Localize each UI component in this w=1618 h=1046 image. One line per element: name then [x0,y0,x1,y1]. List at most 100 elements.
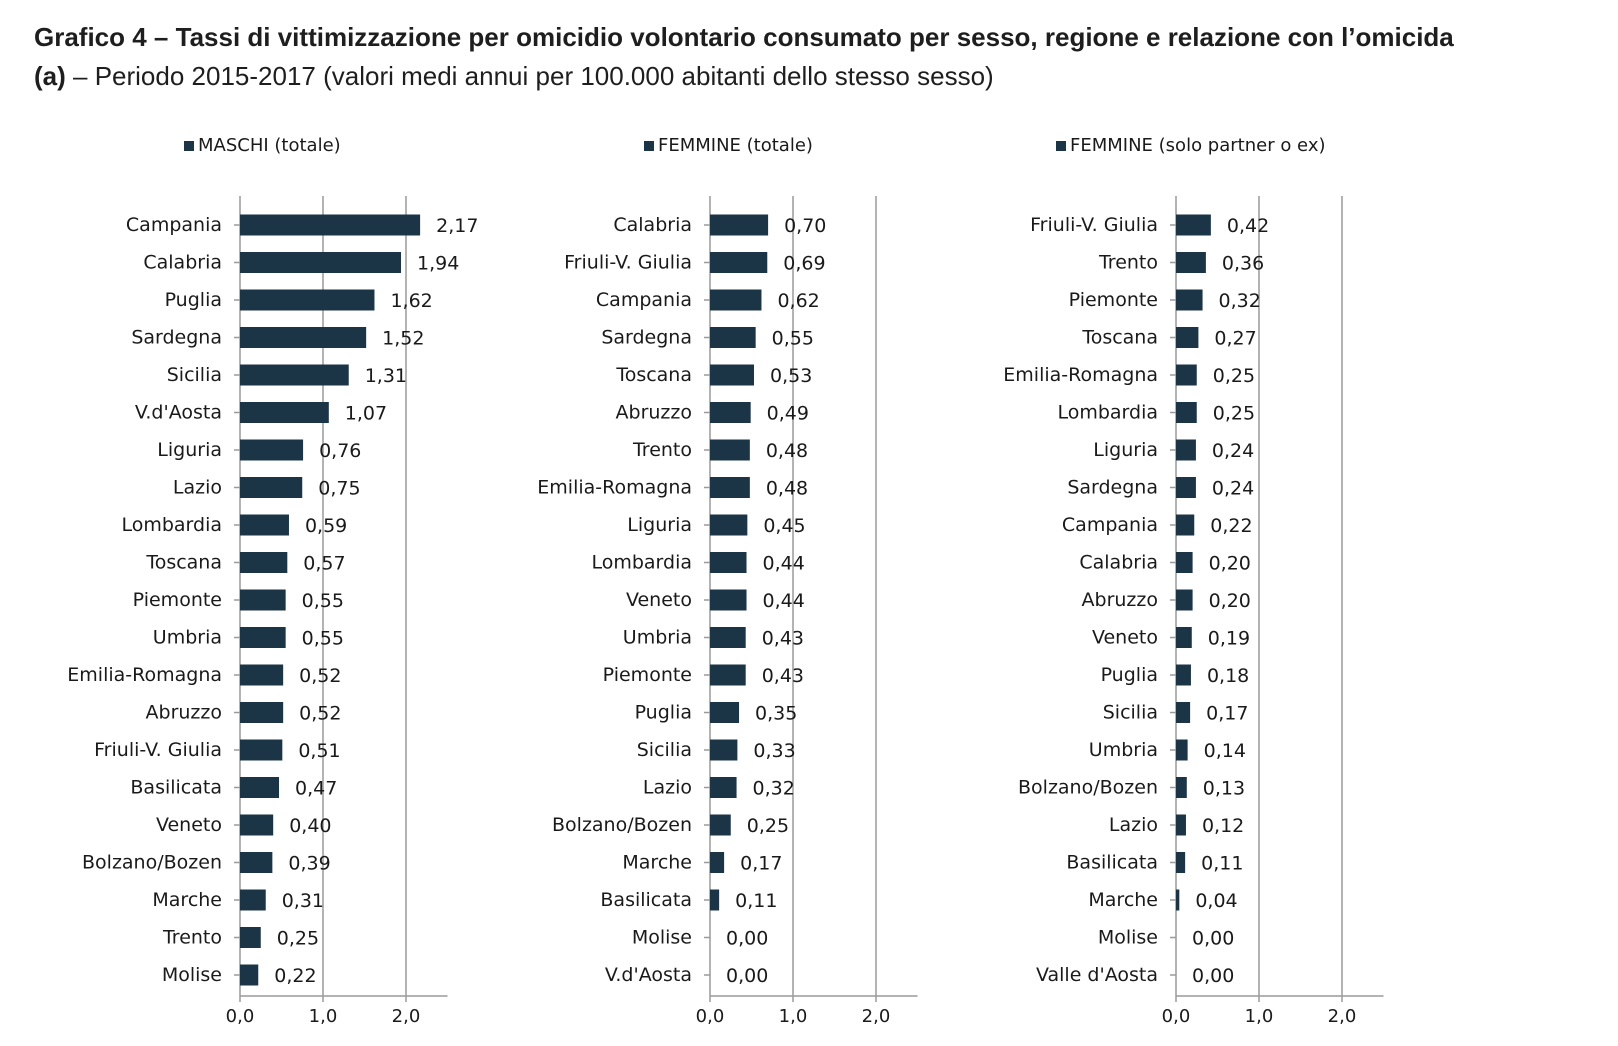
bar [1176,702,1191,723]
bar [240,814,274,836]
bar [240,402,329,423]
category-label: Sicilia [637,739,692,761]
category-label: Sardegna [601,327,692,349]
bar [710,702,740,723]
data-label: 0,32 [1219,290,1261,312]
data-label: 0,40 [289,815,331,837]
data-label: 0,43 [762,665,804,687]
bar [1176,777,1187,798]
data-label: 0,35 [755,703,797,725]
category-label: Bolzano/Bozen [552,814,692,836]
category-label: Toscana [615,364,692,386]
category-label: Molise [1098,927,1158,949]
bar [710,777,737,798]
category-label: Lazio [1109,814,1158,836]
data-label: 0,11 [735,890,777,912]
x-tick-label: 0,0 [696,1006,725,1027]
legend-swatch [1056,141,1066,151]
bar [240,514,289,536]
category-label: Toscana [1081,327,1158,349]
bar [710,552,747,573]
category-label: Molise [632,927,692,949]
x-tick-label: 2,0 [862,1006,891,1027]
category-label: Abruzzo [146,702,222,724]
category-label: Liguria [627,514,692,536]
data-label: 0,24 [1212,440,1254,462]
bar [710,402,751,423]
title-line-2: (a) – Periodo 2015-2017 (valori medi ann… [34,56,1604,96]
data-label: 0,25 [1213,365,1255,387]
data-label: 0,22 [274,965,316,987]
data-label: 0,45 [763,515,805,537]
data-label: 0,11 [1201,853,1243,875]
x-tick-label: 2,0 [1328,1006,1357,1027]
category-label: Sardegna [131,327,222,349]
data-label: 0,44 [763,553,805,575]
bar [1176,214,1211,236]
title-subtitle: – Periodo 2015-2017 (valori medi annui p… [65,61,994,91]
category-label: Calabria [613,214,692,236]
data-label: 0,33 [753,740,795,762]
bar [240,289,375,311]
data-label: 1,52 [382,328,424,350]
bar [710,739,738,761]
bar [240,252,402,273]
data-label: 0,39 [288,853,330,875]
data-label: 0,12 [1202,815,1244,837]
bar [710,889,720,911]
category-label: Calabria [143,252,222,274]
category-label: Friuli-V. Giulia [1030,214,1158,236]
bar [710,814,731,836]
category-label: Puglia [635,702,692,724]
category-label: Veneto [626,589,692,611]
bar [1176,739,1188,761]
legend-label: MASCHI (totale) [198,135,341,156]
data-label: 1,31 [365,365,407,387]
data-label: 0,69 [783,253,825,275]
category-label: Trento [162,927,222,949]
category-label: Marche [622,852,692,874]
data-label: 0,17 [1206,703,1248,725]
x-tick-label: 1,0 [779,1006,808,1027]
bar [240,739,283,761]
bar [1176,364,1197,386]
data-label: 1,07 [345,403,387,425]
bar [710,439,750,461]
data-label: 0,55 [772,328,814,350]
category-label: Valle d'Aosta [1036,964,1158,986]
title-line-1: Grafico 4 – Tassi di vittimizzazione per… [34,22,1454,52]
bar [710,477,750,498]
bar [1176,589,1193,611]
bar [710,214,769,236]
bar [710,589,747,611]
chart-title: Grafico 4 – Tassi di vittimizzazione per… [34,18,1604,96]
data-label: 1,62 [390,290,432,312]
category-label: Marche [1088,889,1158,911]
bar [1176,552,1193,573]
data-label: 0,51 [298,740,340,762]
category-label: Basilicata [130,777,222,799]
category-label: Lombardia [121,514,222,536]
bar [240,927,261,948]
data-label: 0,44 [763,590,805,612]
category-label: Umbria [153,627,222,649]
category-label: Friuli-V. Giulia [564,252,692,274]
data-label: 0,25 [277,928,319,950]
category-label: Abruzzo [1082,589,1158,611]
bar [240,477,303,498]
category-label: Liguria [1093,439,1158,461]
bar [710,514,748,536]
bar [240,889,266,911]
bar [1176,252,1206,273]
bar [710,327,756,348]
data-label: 0,00 [1192,965,1234,987]
bar [710,252,768,273]
category-label: Molise [162,964,222,986]
bar [240,964,259,986]
x-tick-label: 2,0 [392,1006,421,1027]
data-label: 0,24 [1212,478,1254,500]
category-label: Basilicata [600,889,692,911]
category-label: Puglia [165,289,222,311]
category-label: Veneto [1092,627,1158,649]
